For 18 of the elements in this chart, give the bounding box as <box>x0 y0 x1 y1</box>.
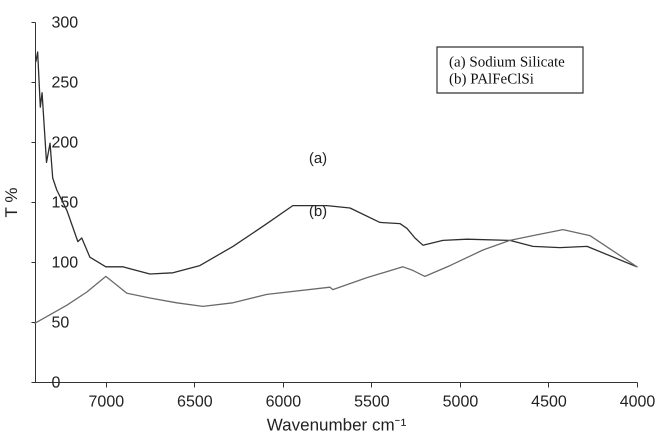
x-tick-label: 5000 <box>442 394 478 410</box>
y-tick-label: 300 <box>52 14 78 32</box>
annotation: (b) PAlFeClSi <box>449 72 534 88</box>
x-tick-label: 6500 <box>177 394 213 410</box>
y-tick-label: 200 <box>52 134 78 152</box>
x-tick-label: 6000 <box>266 394 302 410</box>
annotation: (a) <box>308 150 328 167</box>
x-tick-label: 7000 <box>88 394 124 410</box>
x-tick-label: 5500 <box>354 394 390 410</box>
x-tick-label: 4500 <box>531 394 567 410</box>
y-axis-title: T % <box>2 188 21 218</box>
y-tick-label: 50 <box>52 314 70 332</box>
x-tick-label: 4000 <box>620 394 656 410</box>
x-axis-title: Wavenumber cm⁻¹ <box>266 416 407 434</box>
annotation: (a) Sodium Silicate <box>449 54 566 70</box>
y-tick-label: 100 <box>52 254 78 272</box>
y-tick-label: 250 <box>52 74 78 92</box>
annotation: (b) <box>308 203 328 220</box>
